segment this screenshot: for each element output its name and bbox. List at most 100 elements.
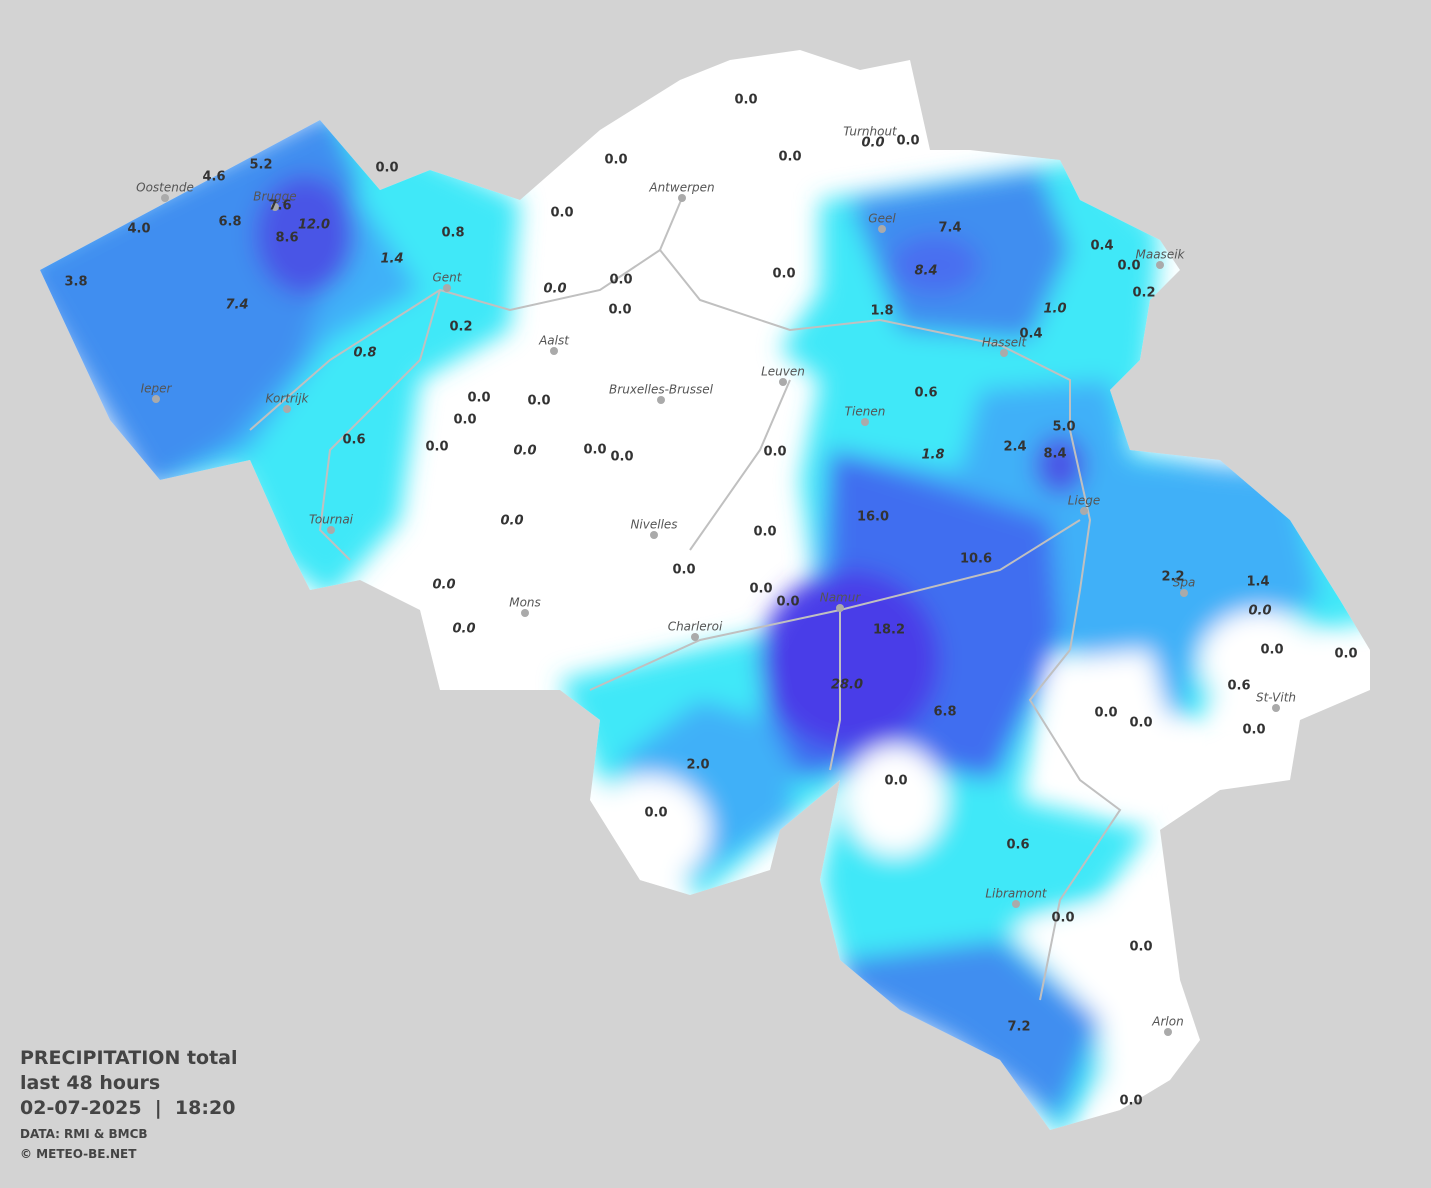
station-value: 4.6 bbox=[202, 170, 225, 185]
city-dot bbox=[1156, 261, 1164, 269]
station-value: 0.0 bbox=[776, 595, 799, 610]
city-label: Charleroi bbox=[668, 620, 723, 634]
station-value: 7.6 bbox=[268, 199, 291, 214]
station-value: 5.0 bbox=[1052, 420, 1075, 435]
station-value: 0.0 bbox=[452, 622, 475, 637]
station-value: 2.4 bbox=[1003, 440, 1026, 455]
precip-field bbox=[40, 110, 1370, 1130]
station-value: 0.0 bbox=[513, 444, 536, 459]
city-label: Brugge bbox=[253, 190, 296, 204]
station-value: 0.0 bbox=[583, 443, 606, 458]
station-value: 12.0 bbox=[298, 218, 330, 233]
city-label: Ieper bbox=[141, 382, 173, 396]
station-value: 0.0 bbox=[500, 514, 523, 529]
city-dot bbox=[443, 284, 451, 292]
station-value: 0.4 bbox=[1019, 327, 1042, 342]
station-value: 1.4 bbox=[380, 252, 403, 267]
station-value: 10.6 bbox=[960, 552, 992, 567]
city-dot bbox=[691, 633, 699, 641]
city-label: Tienen bbox=[845, 405, 886, 419]
city-dot bbox=[327, 526, 335, 534]
station-value: 7.4 bbox=[225, 298, 248, 313]
station-value: 0.0 bbox=[425, 440, 448, 455]
station-value: 0.0 bbox=[1248, 604, 1271, 619]
roads bbox=[249, 197, 1122, 1001]
station-value: 28.0 bbox=[831, 678, 863, 693]
station-value: 0.0 bbox=[1260, 643, 1283, 658]
station-value: 2.2 bbox=[1161, 570, 1184, 585]
city-label: Libramont bbox=[985, 887, 1048, 901]
station-value: 2.0 bbox=[686, 758, 709, 773]
station-value: 1.0 bbox=[1043, 302, 1066, 317]
station-value: 0.0 bbox=[884, 774, 907, 789]
station-value: 0.8 bbox=[441, 226, 464, 241]
city-label: Mons bbox=[509, 596, 541, 610]
station-value: 6.8 bbox=[218, 215, 241, 230]
station-value: 1.4 bbox=[1246, 575, 1269, 590]
city-dot bbox=[779, 378, 787, 386]
city-label: Hasselt bbox=[982, 336, 1028, 350]
station-value: 0.6 bbox=[1006, 838, 1029, 853]
station-value: 0.0 bbox=[527, 394, 550, 409]
city-dot bbox=[650, 531, 658, 539]
city-dot bbox=[283, 405, 291, 413]
station-value: 0.0 bbox=[1129, 940, 1152, 955]
city-dot bbox=[271, 203, 279, 211]
station-value: 0.0 bbox=[861, 136, 884, 151]
station-value: 0.0 bbox=[1129, 716, 1152, 731]
station-value: 0.0 bbox=[644, 806, 667, 821]
city-label: Arlon bbox=[1151, 1015, 1183, 1029]
city-label: Bruxelles-Brussel bbox=[609, 383, 714, 397]
station-value: 0.0 bbox=[453, 413, 476, 428]
city-dot bbox=[1012, 900, 1020, 908]
station-value: 7.2 bbox=[1007, 1020, 1030, 1035]
city-dot bbox=[152, 395, 160, 403]
station-value: 0.0 bbox=[749, 582, 772, 597]
station-value: 1.8 bbox=[870, 304, 893, 319]
city-label: Nivelles bbox=[630, 518, 677, 532]
city-label: Aalst bbox=[538, 334, 570, 348]
city-label: Geel bbox=[868, 212, 896, 226]
caption-period: last 48 hours bbox=[20, 1072, 160, 1094]
station-value: 0.0 bbox=[772, 267, 795, 282]
city-label: Kortrijk bbox=[266, 392, 310, 406]
station-value: 0.2 bbox=[449, 320, 472, 335]
city-dot bbox=[1180, 589, 1188, 597]
station-value: 0.0 bbox=[375, 161, 398, 176]
station-value: 0.0 bbox=[543, 282, 566, 297]
station-value: 0.0 bbox=[1334, 647, 1357, 662]
station-value: 0.0 bbox=[1242, 723, 1265, 738]
station-value: 0.0 bbox=[609, 273, 632, 288]
city-dot bbox=[1000, 349, 1008, 357]
station-value: 0.0 bbox=[734, 93, 757, 108]
city-dot bbox=[521, 609, 529, 617]
city-dot bbox=[836, 604, 844, 612]
city-dot bbox=[878, 225, 886, 233]
city-label: Tournai bbox=[309, 513, 354, 527]
caption-copyright: © METEO-BE.NET bbox=[20, 1147, 137, 1161]
station-value: 0.4 bbox=[1090, 239, 1113, 254]
station-value: 0.0 bbox=[608, 303, 631, 318]
city-dot bbox=[1272, 704, 1280, 712]
station-value: 0.0 bbox=[432, 578, 455, 593]
station-value: 0.0 bbox=[550, 206, 573, 221]
city-label: Spa bbox=[1173, 576, 1196, 590]
station-value: 7.4 bbox=[938, 221, 961, 236]
station-value: 8.6 bbox=[275, 231, 298, 246]
station-value: 8.4 bbox=[1043, 447, 1066, 462]
station-value: 0.6 bbox=[914, 386, 937, 401]
station-value: 0.0 bbox=[753, 525, 776, 540]
station-value: 0.0 bbox=[1094, 706, 1117, 721]
station-value: 0.8 bbox=[353, 346, 376, 361]
caption: PRECIPITATION total last 48 hours 02-07-… bbox=[20, 1047, 238, 1161]
station-value: 0.0 bbox=[610, 450, 633, 465]
station-value: 16.0 bbox=[857, 510, 889, 525]
station-value: 0.0 bbox=[778, 150, 801, 165]
station-value: 3.8 bbox=[64, 275, 87, 290]
city-dot bbox=[161, 194, 169, 202]
city-label: Turnhout bbox=[843, 125, 898, 139]
city-dot bbox=[657, 396, 665, 404]
city-label: Namur bbox=[820, 591, 862, 605]
